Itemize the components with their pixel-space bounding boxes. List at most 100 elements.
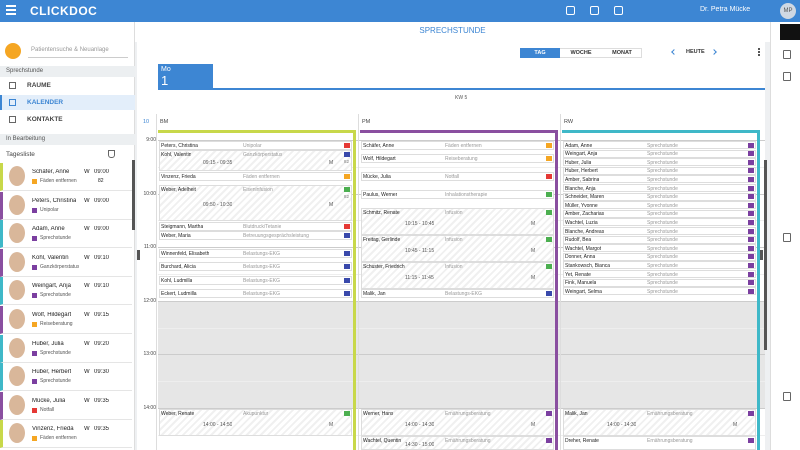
rail-icon[interactable] — [783, 392, 791, 401]
patient-row[interactable] — [0, 391, 132, 420]
menu-item[interactable]: KONTAKTE — [27, 116, 63, 123]
reason-icon — [748, 280, 754, 286]
appointment-reason: Fäden entfernen — [445, 142, 482, 149]
appointment[interactable] — [563, 141, 756, 150]
appointment[interactable] — [159, 262, 352, 271]
toolbar-icon[interactable] — [590, 6, 599, 15]
appointment-time: 09:50 - 10:30 — [203, 202, 233, 208]
patient-photo — [9, 280, 25, 301]
search-field[interactable]: Patientensuche & Neuanlage — [28, 44, 128, 58]
reason-icon — [546, 290, 552, 296]
appointment[interactable] — [159, 249, 352, 258]
column-divider — [156, 114, 157, 450]
appointment-name: Kohl, Ludmilla — [161, 277, 193, 284]
appointment[interactable] — [563, 149, 756, 158]
view-button[interactable]: TAG — [520, 48, 560, 58]
appointment-name: Wolf, Hildegart — [363, 155, 396, 162]
menu-icon — [9, 82, 16, 89]
today-button[interactable]: HEUTE — [686, 49, 705, 55]
appointment[interactable] — [563, 270, 756, 279]
appointment[interactable] — [563, 227, 756, 236]
appointment[interactable] — [159, 185, 352, 221]
view-button[interactable]: MONAT — [612, 50, 632, 56]
appointment[interactable] — [159, 222, 352, 231]
appointment-reason: Sprechstunde — [647, 219, 678, 226]
appointment[interactable] — [563, 409, 756, 436]
interval-select[interactable]: 10 — [143, 119, 150, 125]
appointment[interactable] — [159, 141, 352, 150]
reason-icon — [748, 410, 754, 416]
appointment[interactable] — [159, 231, 352, 240]
patient-reason: Fäden entfernen — [40, 178, 77, 184]
patient-row[interactable] — [0, 220, 132, 249]
patient-time: 09:30 — [94, 369, 110, 376]
user-name[interactable]: Dr. Petra Mücke — [700, 6, 751, 13]
appointment[interactable] — [563, 244, 756, 253]
patient-row[interactable] — [0, 163, 132, 191]
appointment[interactable] — [563, 166, 756, 175]
appointment[interactable] — [563, 252, 756, 261]
appointment[interactable] — [159, 276, 352, 285]
avatar[interactable]: MP — [780, 3, 796, 19]
appointment-reason: Sprechstunde — [647, 245, 678, 252]
appointment[interactable] — [361, 235, 554, 262]
appointment-name: Blanche, Andreas — [565, 228, 605, 235]
appointment[interactable] — [563, 218, 756, 227]
menu-button[interactable] — [6, 5, 16, 7]
appointment[interactable] — [563, 235, 756, 244]
appointment[interactable] — [361, 262, 554, 289]
appointment[interactable] — [563, 209, 756, 218]
rail-icon[interactable] — [783, 50, 791, 59]
appointment[interactable] — [361, 154, 554, 163]
appointment[interactable] — [563, 278, 756, 287]
appointment[interactable] — [159, 172, 352, 181]
appointment-reason: Sprechstunde — [647, 288, 678, 295]
appointment[interactable] — [361, 436, 554, 450]
patient-row[interactable] — [0, 306, 132, 334]
rail-icon[interactable] — [783, 72, 791, 81]
more-button[interactable] — [758, 48, 760, 50]
appointment[interactable] — [159, 409, 352, 436]
toolbar-icon[interactable] — [566, 6, 575, 15]
patient-row[interactable] — [0, 191, 132, 220]
patient-row[interactable] — [0, 248, 132, 277]
appointment[interactable] — [361, 208, 554, 235]
appointment[interactable] — [563, 261, 756, 270]
appointment[interactable] — [563, 201, 756, 210]
view-button[interactable]: WOCHE — [570, 50, 592, 56]
patient-row[interactable] — [0, 420, 132, 449]
appointment[interactable] — [361, 172, 554, 181]
appointment[interactable] — [159, 150, 352, 171]
collapse-left[interactable] — [137, 250, 140, 260]
patient-row[interactable] — [0, 277, 132, 306]
menu-item[interactable]: RÄUME — [27, 82, 51, 89]
appointment[interactable] — [361, 409, 554, 436]
appointment[interactable] — [159, 289, 352, 298]
appointment[interactable] — [361, 141, 554, 150]
reason-icon — [748, 142, 754, 148]
appointment-name: Yet, Renate — [565, 271, 591, 278]
appointment[interactable] — [361, 190, 554, 199]
appointment-reason: Sprechstunde — [647, 185, 678, 192]
appointment[interactable] — [563, 436, 756, 450]
collapse-right[interactable] — [760, 250, 763, 260]
rail-icon[interactable] — [783, 233, 791, 242]
column-bar — [158, 130, 356, 133]
patient-row[interactable] — [0, 363, 132, 392]
menu-item[interactable]: KALENDER — [27, 99, 64, 106]
appointment[interactable] — [563, 175, 756, 184]
patient-reason: Sprechstunde — [40, 235, 71, 242]
filter-icon[interactable] — [108, 150, 115, 158]
appointment[interactable] — [563, 192, 756, 201]
appointment-name: Dreher, Renate — [565, 437, 599, 444]
appointment-reason: Reiseberatung — [445, 155, 478, 162]
add-button[interactable] — [5, 43, 21, 59]
patient-row[interactable] — [0, 334, 132, 363]
appointment[interactable] — [563, 184, 756, 193]
toolbar-icon[interactable] — [614, 6, 623, 15]
appointment[interactable] — [563, 158, 756, 167]
appointment-name: Adam, Anne — [565, 142, 593, 149]
appointment[interactable] — [563, 287, 756, 296]
appointment[interactable] — [361, 289, 554, 298]
appointment-reason: Unipolar — [243, 142, 262, 149]
